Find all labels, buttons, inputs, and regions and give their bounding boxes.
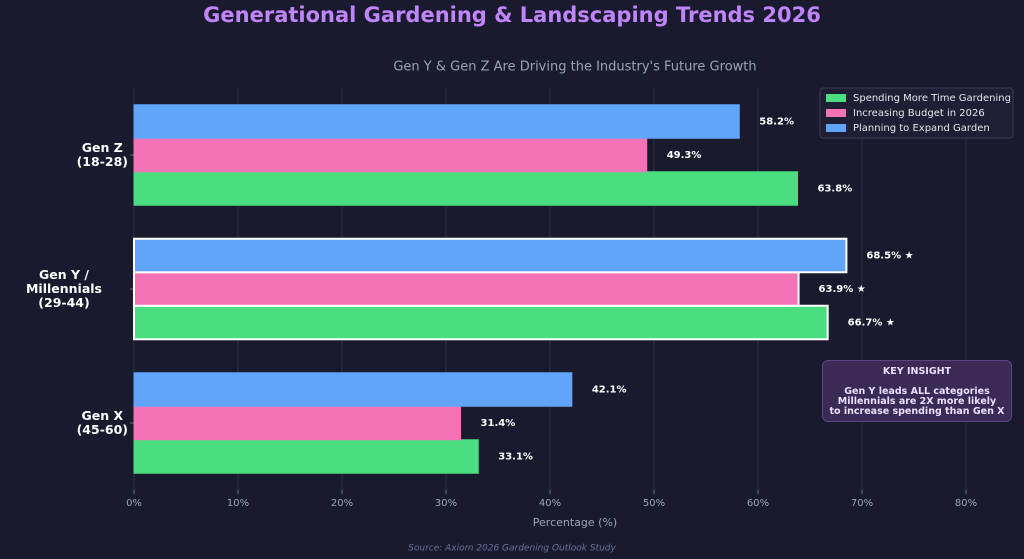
bar [133,104,740,139]
value-label: 42.1% [592,385,627,396]
x-tick-label: 80% [955,498,977,509]
legend-label: Planning to Expand Garden [853,123,990,134]
bar [133,439,479,474]
bar [133,405,462,441]
legend-swatch [826,94,846,102]
source: Source: Axiom 2026 Gardening Outlook Stu… [408,544,616,554]
bar [133,171,799,206]
bar [133,271,800,307]
x-tick-label: 20% [331,498,353,509]
value-label: 31.4% [481,418,516,429]
bar [133,304,829,341]
value-label: 63.8% [818,184,853,195]
insight-text: Gen Y leads ALL categories Millennials a… [829,386,1005,417]
legend-swatch [826,109,846,117]
x-tick-label: 50% [643,498,665,509]
x-tick-label: 10% [227,498,249,509]
x-tick-label: 70% [851,498,873,509]
value-label: 58.2% [759,117,794,128]
value-label: 68.5% ★ [866,251,913,262]
legend-label: Spending More Time Gardening [853,93,1011,104]
chart-subtitle: Gen Y & Gen Z Are Driving the Industry's… [393,60,756,75]
value-label: 66.7% ★ [848,318,895,329]
insight-box: KEY INSIGHT Gen Y leads ALL categories M… [822,360,1012,422]
insight-title: KEY INSIGHT [882,366,952,377]
x-axis-label: Percentage (%) [533,516,617,529]
x-tick-label: 60% [747,498,769,509]
chart-title: Generational Gardening & Landscaping Tre… [203,3,821,27]
y-tick-label: Gen Y / Millennials (29-44) [25,267,102,310]
legend-label: Increasing Budget in 2026 [853,108,985,119]
y-tick-label: Gen X (45-60) [76,408,128,437]
legend-swatch [826,124,846,132]
x-tick-label: 30% [435,498,457,509]
bar [133,137,648,173]
value-label: 49.3% [667,150,702,161]
bar [133,372,573,407]
value-label: 33.1% [498,452,533,463]
x-tick-label: 40% [539,498,561,509]
bar [133,237,848,274]
legend-box [819,87,1014,139]
value-label: 63.9% ★ [819,284,866,295]
x-tick-label: 0% [126,498,142,509]
y-tick-label: Gen Z (18-28) [76,140,128,169]
